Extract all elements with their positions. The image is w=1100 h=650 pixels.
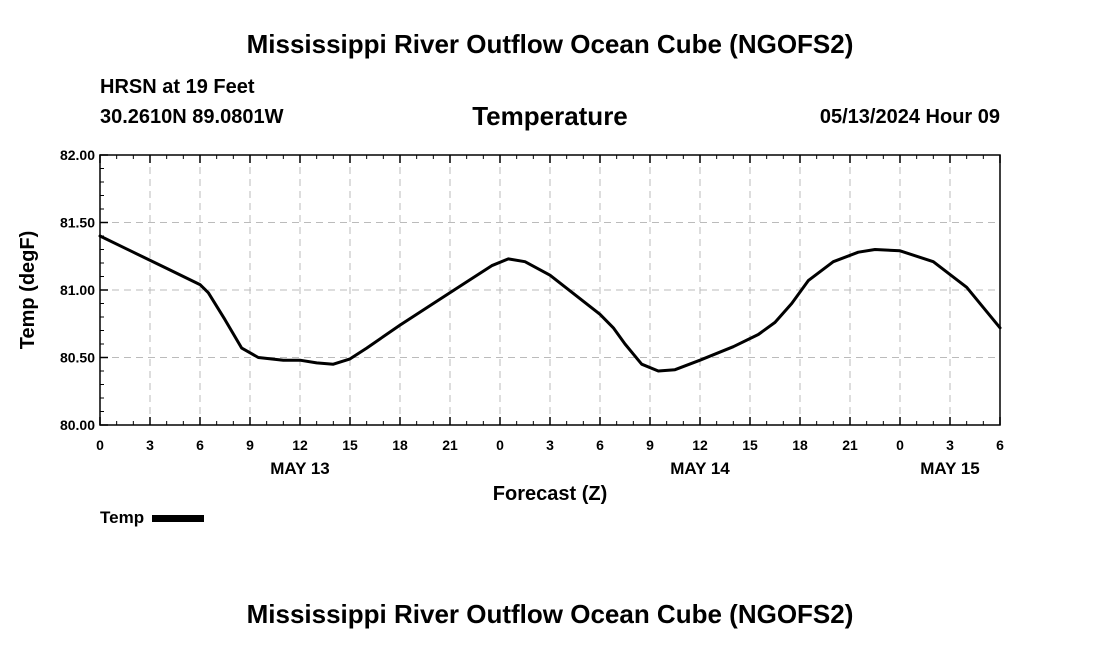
x-tick-label: 3 (146, 437, 154, 453)
x-axis-title: Forecast (Z) (493, 483, 607, 505)
x-tick-label: 6 (996, 437, 1004, 453)
legend-line-swatch (152, 514, 205, 522)
x-tick-label: 15 (742, 437, 758, 453)
x-tick-label: 12 (292, 437, 308, 453)
footer-title: Mississippi River Outflow Ocean Cube (NG… (246, 599, 854, 629)
x-tick-label: 9 (246, 437, 254, 453)
forecast-datetime: 05/13/2024 Hour 09 (819, 106, 1000, 128)
x-tick-label: 21 (442, 437, 458, 453)
station-name: HRSN at 19 Feet (100, 76, 255, 98)
x-tick-label: 12 (692, 437, 708, 453)
legend-label: Temp (100, 508, 145, 527)
plot-frame (99, 154, 1001, 426)
grid-lines (100, 155, 1000, 425)
x-tick-label: 18 (792, 437, 808, 453)
date-label: MAY 13 (270, 459, 330, 478)
series-line-temp (98, 234, 1002, 373)
x-tick-label: 9 (646, 437, 654, 453)
y-axis-title: Temp (degF) (17, 231, 39, 350)
series-group (98, 234, 1002, 373)
y-tick-label: 80.00 (60, 417, 95, 433)
y-tick-label: 81.00 (60, 282, 95, 298)
station-coordinates: 30.2610N 89.0801W (100, 106, 284, 128)
variable-title: Temperature (472, 101, 628, 131)
x-tick-label: 3 (546, 437, 554, 453)
date-label: MAY 15 (920, 459, 980, 478)
x-tick-labels: 0 3 6 9 12 15 18 21 0 3 6 9 12 15 18 21 0 3 6 (96, 437, 1004, 453)
x-tick-label: 0 (96, 437, 104, 453)
x-tick-label: 0 (896, 437, 904, 453)
y-tick-label: 82.00 (60, 147, 95, 163)
y-tick-labels: 80.00 80.50 81.00 81.50 82.00 (60, 147, 95, 433)
x-tick-label: 3 (946, 437, 954, 453)
chart-main-title: Mississippi River Outflow Ocean Cube (NG… (246, 29, 854, 59)
x-tick-label: 21 (842, 437, 858, 453)
x-tick-label: 15 (342, 437, 358, 453)
x-tick-label: 18 (392, 437, 408, 453)
x-tick-label: 6 (596, 437, 604, 453)
date-labels: MAY 13 MAY 14 MAY 15 (270, 459, 980, 478)
date-label: MAY 14 (670, 459, 730, 478)
y-tick-label: 80.50 (60, 350, 95, 366)
x-tick-label: 6 (196, 437, 204, 453)
x-tick-label: 0 (496, 437, 504, 453)
y-tick-label: 81.50 (60, 215, 95, 231)
legend: Temp (100, 508, 205, 528)
